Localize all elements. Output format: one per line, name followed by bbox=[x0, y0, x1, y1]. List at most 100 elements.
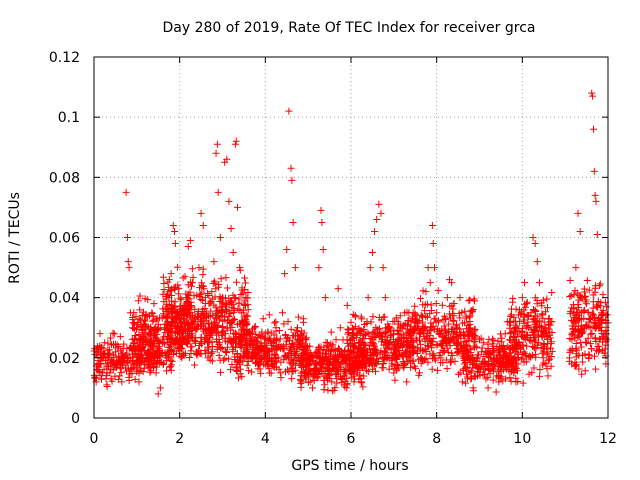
data-point bbox=[136, 336, 144, 344]
data-point bbox=[205, 338, 213, 346]
data-point bbox=[217, 368, 225, 376]
data-point bbox=[150, 300, 158, 308]
data-point bbox=[167, 287, 175, 295]
data-point bbox=[396, 334, 404, 342]
data-point bbox=[539, 311, 547, 319]
data-point bbox=[420, 347, 428, 355]
x-tick-label: 2 bbox=[175, 431, 184, 447]
data-point bbox=[569, 318, 577, 326]
data-point bbox=[257, 333, 265, 341]
data-point bbox=[321, 381, 329, 389]
data-point bbox=[542, 360, 550, 368]
data-point bbox=[285, 107, 293, 115]
data-point bbox=[299, 363, 307, 371]
data-point bbox=[426, 335, 434, 343]
data-point bbox=[129, 319, 137, 327]
data-point bbox=[429, 240, 437, 248]
data-point bbox=[591, 284, 599, 292]
data-point bbox=[527, 309, 535, 317]
data-point bbox=[457, 334, 465, 342]
x-tick-label: 0 bbox=[90, 431, 99, 447]
data-point bbox=[456, 314, 464, 322]
data-point bbox=[591, 191, 599, 199]
data-point bbox=[136, 292, 144, 300]
data-point bbox=[474, 367, 482, 375]
data-point bbox=[585, 286, 593, 294]
data-point bbox=[191, 339, 199, 347]
data-point bbox=[354, 344, 362, 352]
data-point bbox=[573, 350, 581, 358]
data-point bbox=[177, 319, 185, 327]
data-point bbox=[155, 344, 163, 352]
data-point bbox=[580, 324, 588, 332]
data-point bbox=[201, 326, 209, 334]
data-point bbox=[228, 361, 236, 369]
data-point bbox=[377, 209, 385, 217]
data-point bbox=[528, 328, 536, 336]
y-tick-label: 0 bbox=[71, 411, 80, 427]
data-point bbox=[182, 294, 190, 302]
data-point bbox=[539, 361, 547, 369]
data-point bbox=[431, 264, 439, 272]
data-point bbox=[198, 289, 206, 297]
data-point bbox=[583, 276, 591, 284]
data-point bbox=[298, 378, 306, 386]
data-point bbox=[153, 315, 161, 323]
data-point bbox=[223, 324, 231, 332]
data-point bbox=[527, 337, 535, 345]
data-point bbox=[448, 334, 456, 342]
data-point bbox=[448, 279, 456, 287]
data-point bbox=[413, 311, 421, 319]
data-point bbox=[199, 221, 207, 229]
data-point bbox=[482, 375, 490, 383]
data-point bbox=[525, 312, 533, 320]
data-point bbox=[297, 331, 305, 339]
data-point bbox=[186, 288, 194, 296]
data-point bbox=[167, 305, 175, 313]
data-point bbox=[170, 284, 178, 292]
data-point bbox=[540, 344, 548, 352]
data-point bbox=[464, 348, 472, 356]
data-point bbox=[153, 363, 161, 371]
data-point bbox=[543, 304, 551, 312]
data-point bbox=[467, 369, 475, 377]
data-point bbox=[171, 298, 179, 306]
data-point bbox=[227, 366, 235, 374]
data-point bbox=[466, 324, 474, 332]
data-point bbox=[448, 351, 456, 359]
data-point bbox=[283, 337, 291, 345]
data-point bbox=[162, 292, 170, 300]
data-point bbox=[478, 363, 486, 371]
data-point bbox=[302, 375, 310, 383]
data-point bbox=[434, 366, 442, 374]
data-point bbox=[592, 365, 600, 373]
data-point bbox=[225, 312, 233, 320]
data-point bbox=[160, 286, 168, 294]
data-point bbox=[159, 273, 167, 281]
data-point bbox=[227, 224, 235, 232]
data-point bbox=[107, 375, 115, 383]
data-point bbox=[217, 344, 225, 352]
data-point bbox=[301, 345, 309, 353]
data-point bbox=[587, 340, 595, 348]
data-point bbox=[462, 370, 470, 378]
data-point bbox=[204, 312, 212, 320]
data-point bbox=[209, 323, 217, 331]
data-point bbox=[355, 345, 363, 353]
data-point bbox=[238, 309, 246, 317]
data-point bbox=[407, 342, 415, 350]
data-point bbox=[472, 332, 480, 340]
data-point bbox=[523, 311, 531, 319]
y-tick-label: 0.1 bbox=[58, 110, 80, 126]
data-point bbox=[237, 290, 245, 298]
data-point bbox=[178, 354, 186, 362]
data-point bbox=[174, 309, 182, 317]
data-point bbox=[426, 310, 434, 318]
data-point bbox=[102, 372, 110, 380]
data-point bbox=[513, 367, 521, 375]
data-point bbox=[171, 283, 179, 291]
data-point bbox=[317, 360, 325, 368]
data-point bbox=[189, 273, 197, 281]
data-point bbox=[363, 329, 371, 337]
data-point bbox=[229, 348, 237, 356]
